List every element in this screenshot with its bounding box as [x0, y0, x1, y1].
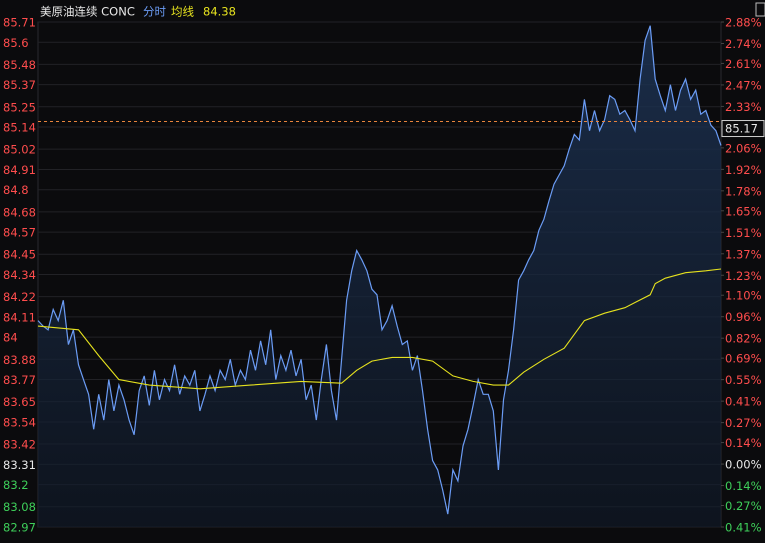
y-tick-label: 84.22	[3, 290, 36, 304]
y-tick-label: 82.97	[3, 521, 36, 535]
y-tick-label: 83.2	[3, 478, 29, 492]
y-tick-label: 83.54	[3, 415, 36, 429]
price-line	[37, 25, 722, 515]
y-tick-label: 84.45	[3, 248, 36, 262]
y2-tick-label: 1.65%	[725, 204, 762, 218]
y-tick-label: 83.65	[3, 395, 36, 409]
y2-tick-label: 0.96%	[725, 310, 762, 324]
y2-tick-label: 0.41%	[725, 521, 762, 535]
y2-tick-label: 0.41%	[725, 395, 762, 409]
last-price-label: 85.17	[725, 122, 758, 136]
y-tick-label: 85.71	[3, 16, 36, 30]
y2-tick-label: 0.69%	[725, 352, 762, 366]
y-tick-label: 84.68	[3, 205, 36, 219]
y-tick-label: 84	[3, 331, 18, 345]
y2-tick-label: 0.27%	[725, 416, 762, 430]
y-tick-label: 84.11	[3, 310, 36, 324]
y2-tick-label: 1.51%	[725, 226, 762, 240]
last-price-box	[721, 120, 765, 138]
y2-tick-label: 2.47%	[725, 78, 762, 92]
y-tick-label: 83.77	[3, 373, 36, 387]
y2-tick-label: 1.92%	[725, 163, 762, 177]
avg-line	[37, 268, 722, 390]
y2-tick-label: 2.88%	[725, 16, 762, 30]
y-tick-label: 85.37	[3, 78, 36, 92]
y-tick-label: 83.88	[3, 353, 36, 367]
y-tick-label: 84.91	[3, 163, 36, 177]
price-area	[38, 25, 721, 527]
avg-value: 84.38	[203, 5, 236, 19]
y-tick-label: 85.25	[3, 100, 36, 114]
y2-tick-label: 0.14%	[725, 436, 762, 450]
legend-label: 分时	[143, 5, 166, 19]
y-tick-label: 83.08	[3, 500, 36, 514]
y-tick-label: 84.34	[3, 268, 36, 282]
y2-tick-label: 2.33%	[725, 100, 762, 114]
y-tick-label: 85.02	[3, 143, 36, 157]
y2-tick-label: 0.00%	[725, 458, 762, 472]
y-tick-label: 83.42	[3, 438, 36, 452]
legend-label: 均线	[171, 5, 194, 19]
y-tick-label: 84.8	[3, 183, 29, 197]
y-tick-label: 85.48	[3, 58, 36, 72]
y-tick-label: 84.57	[3, 226, 36, 240]
y2-tick-label: 0.14%	[725, 479, 762, 493]
y2-tick-label: 2.06%	[725, 141, 762, 155]
y2-tick-label: 2.74%	[725, 37, 762, 51]
y2-tick-label: 1.78%	[725, 184, 762, 198]
y2-tick-label: 1.23%	[725, 269, 762, 283]
y2-tick-label: 0.55%	[725, 373, 762, 387]
y-tick-label: 85.14	[3, 121, 36, 135]
window-icon[interactable]	[755, 2, 765, 17]
y2-tick-label: 1.37%	[725, 247, 762, 261]
y2-tick-label: 0.82%	[725, 332, 762, 346]
y2-tick-label: 2.61%	[725, 57, 762, 71]
y-tick-label: 85.6	[3, 36, 29, 50]
y-tick-label: 83.31	[3, 458, 36, 472]
y2-tick-label: 0.27%	[725, 499, 762, 513]
chart-title: 美原油连续 CONC	[40, 5, 135, 19]
y2-tick-label: 1.10%	[725, 289, 762, 303]
